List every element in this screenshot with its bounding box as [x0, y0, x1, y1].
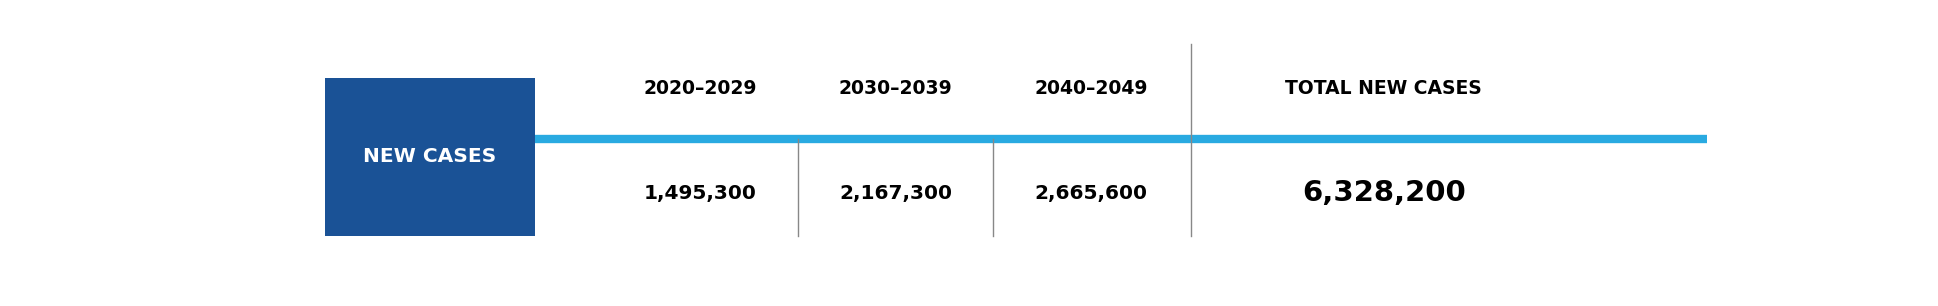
Text: TOTAL NEW CASES: TOTAL NEW CASES: [1285, 79, 1483, 98]
Text: 2,167,300: 2,167,300: [839, 184, 952, 203]
Text: 2020–2029: 2020–2029: [643, 79, 758, 98]
Bar: [326, 78, 535, 236]
Text: 6,328,200: 6,328,200: [1302, 179, 1465, 207]
Text: NEW CASES: NEW CASES: [362, 147, 496, 166]
Text: 2030–2039: 2030–2039: [839, 79, 952, 98]
Text: 2,665,600: 2,665,600: [1035, 184, 1147, 203]
Text: 2040–2049: 2040–2049: [1035, 79, 1147, 98]
Text: 1,495,300: 1,495,300: [643, 184, 756, 203]
